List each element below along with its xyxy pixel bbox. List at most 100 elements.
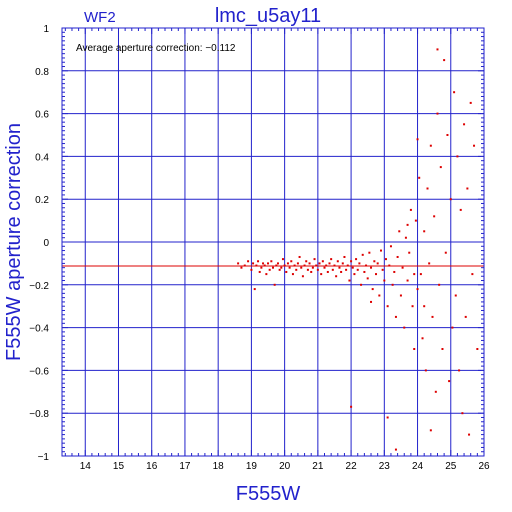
data-point (463, 123, 466, 126)
data-point (373, 260, 376, 263)
data-point (419, 273, 422, 276)
data-point (298, 255, 301, 258)
data-point (426, 187, 429, 190)
data-point (265, 273, 268, 276)
x-tick-label: 25 (445, 461, 457, 472)
data-point (333, 264, 336, 267)
data-point (355, 258, 358, 261)
data-point (414, 219, 417, 222)
data-point (383, 279, 386, 282)
data-point (276, 262, 279, 265)
x-axis-ticks: 14 15 16 17 18 19 20 21 22 23 24 25 26 (64, 28, 490, 472)
data-point (285, 270, 288, 273)
data-point (316, 268, 319, 271)
data-point (366, 277, 369, 280)
data-point (301, 275, 304, 278)
data-point (252, 262, 255, 265)
data-point (268, 268, 271, 271)
data-point (466, 187, 469, 190)
data-point (411, 305, 414, 308)
data-point (321, 260, 324, 263)
data-point (340, 270, 343, 273)
data-point (391, 283, 394, 286)
data-point (433, 215, 436, 218)
data-point (428, 262, 431, 265)
data-points (237, 48, 479, 451)
data-point (350, 260, 353, 263)
data-point (396, 255, 399, 258)
chip-label: WF2 (84, 9, 116, 26)
data-point (272, 266, 274, 269)
data-point (438, 283, 441, 286)
data-point (393, 270, 396, 273)
y-axis-ticks: −1 −0.8 −0.6 −0.4 −0.2 0 0.2 0.4 0.6 0.8 1 (29, 24, 484, 463)
data-point (375, 273, 378, 276)
data-point (381, 268, 384, 271)
data-point (247, 260, 250, 263)
data-point (443, 59, 446, 62)
data-point (398, 230, 401, 233)
y-tick-label: −0.8 (29, 409, 49, 420)
data-point (320, 273, 323, 276)
data-point (325, 264, 328, 267)
data-point (399, 294, 402, 297)
data-point (313, 258, 316, 261)
data-point (464, 315, 467, 318)
data-point (421, 337, 424, 340)
data-point (290, 260, 293, 263)
data-point (394, 448, 397, 451)
y-tick-label: 0.6 (35, 110, 49, 121)
data-point (453, 91, 456, 94)
data-point (404, 236, 407, 239)
data-point (436, 48, 439, 51)
data-point (406, 223, 409, 226)
data-point (326, 270, 329, 273)
data-point (255, 264, 258, 267)
data-point (291, 273, 294, 276)
data-point (281, 258, 284, 261)
data-point (280, 266, 283, 269)
y-tick-label: 1 (43, 24, 49, 35)
data-point (476, 348, 479, 350)
data-point (335, 275, 338, 278)
x-tick-label: 19 (246, 461, 258, 472)
data-point (356, 268, 359, 271)
x-tick-label: 15 (113, 461, 125, 472)
data-point (473, 144, 476, 147)
data-point (345, 268, 348, 271)
data-point (370, 266, 373, 269)
data-point (441, 348, 444, 350)
data-point (263, 264, 266, 267)
data-point (371, 288, 374, 291)
y-tick-label: −0.2 (29, 281, 49, 292)
data-point (418, 176, 421, 179)
grid-lines (62, 27, 485, 457)
x-tick-label: 26 (478, 461, 490, 472)
data-point (469, 101, 472, 104)
data-point (260, 266, 263, 269)
data-point (328, 262, 331, 265)
data-point (368, 251, 371, 254)
data-point (315, 264, 318, 267)
x-tick-label: 20 (279, 461, 291, 472)
data-point (308, 262, 311, 265)
data-point (379, 249, 382, 252)
data-point (436, 112, 439, 115)
data-point (416, 288, 419, 291)
x-tick-label: 18 (213, 461, 225, 472)
data-point (275, 264, 278, 267)
data-point (353, 273, 356, 276)
x-tick-label: 17 (179, 461, 191, 472)
y-axis-label: F555W aperture correction (3, 123, 25, 361)
data-point (305, 260, 308, 263)
data-point (336, 260, 339, 263)
data-point (376, 262, 379, 265)
data-point (346, 264, 349, 267)
data-point (330, 258, 333, 261)
data-point (429, 144, 432, 147)
data-point (250, 268, 253, 271)
data-point (273, 283, 276, 286)
data-point (310, 270, 313, 273)
y-tick-label: 0.4 (35, 152, 49, 163)
